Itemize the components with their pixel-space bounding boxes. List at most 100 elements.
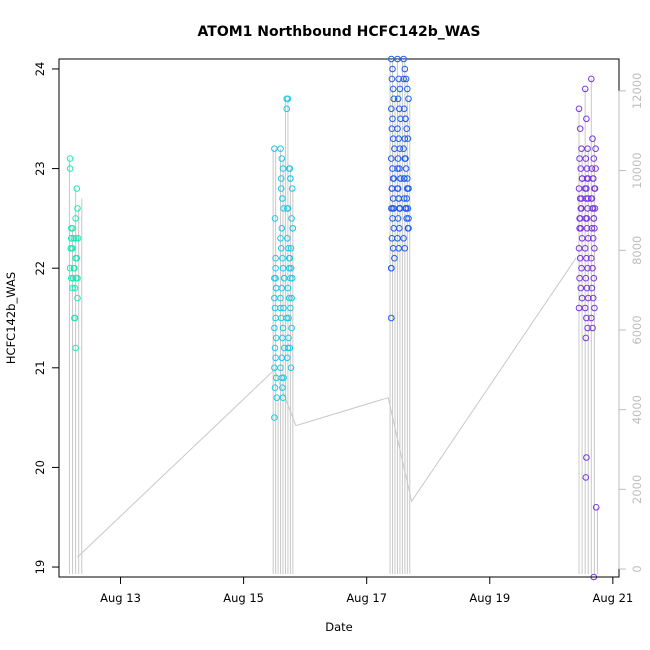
- y2-tick-label: 12000: [630, 73, 644, 110]
- data-point: [277, 245, 285, 252]
- data-point: [578, 175, 586, 182]
- data-point: [279, 384, 286, 392]
- data-point: [577, 205, 585, 212]
- data-point: [66, 165, 74, 172]
- data-point: [395, 75, 403, 83]
- data-point: [400, 55, 407, 63]
- data-point: [272, 274, 279, 282]
- data-point: [575, 105, 583, 113]
- data-point: [583, 284, 591, 292]
- data-point: [278, 374, 286, 382]
- data-point: [279, 165, 287, 172]
- data-point: [73, 185, 81, 192]
- data-point: [278, 155, 286, 162]
- data-point: [271, 414, 278, 421]
- data-point: [74, 235, 82, 242]
- data-point: [279, 264, 287, 272]
- data-point: [391, 254, 398, 262]
- data-point: [286, 344, 294, 352]
- data-point: [390, 95, 398, 103]
- x-tick-label: Aug 15: [223, 591, 264, 605]
- data-point: [396, 105, 403, 113]
- data-point: [405, 215, 412, 222]
- data-point: [388, 55, 395, 63]
- data-point: [68, 235, 75, 242]
- data-point: [583, 185, 590, 192]
- data-point: [271, 324, 278, 332]
- data-point: [280, 304, 287, 312]
- data-point: [278, 354, 286, 362]
- data-point: [582, 474, 590, 481]
- data-point: [578, 145, 585, 152]
- data-point: [271, 294, 278, 302]
- data-point: [389, 85, 397, 93]
- data-point: [277, 304, 284, 312]
- data-point: [402, 205, 410, 212]
- data-point: [71, 314, 79, 322]
- data-point: [589, 294, 597, 302]
- x-axis: Aug 13 Aug 15 Aug 17 Aug 19 Aug 21: [100, 576, 633, 605]
- data-point: [71, 284, 79, 292]
- data-point: [279, 324, 287, 332]
- data-point: [74, 294, 81, 302]
- data-point: [577, 165, 585, 172]
- data-point: [73, 254, 81, 262]
- data-point: [583, 314, 590, 322]
- data-point: [400, 195, 408, 202]
- x-tick-label: Aug 19: [469, 591, 510, 605]
- data-point: [589, 264, 596, 272]
- data-point: [388, 264, 395, 272]
- data-point: [70, 264, 78, 272]
- data-point: [592, 504, 600, 511]
- data-point: [397, 115, 404, 123]
- data-point: [286, 165, 294, 172]
- data-point: [277, 145, 284, 152]
- data-point: [592, 165, 599, 172]
- data-point: [277, 235, 284, 242]
- data-point: [389, 175, 397, 182]
- data-point: [400, 145, 407, 152]
- data-point: [389, 115, 396, 123]
- data-point: [591, 205, 599, 212]
- data-point: [403, 215, 411, 222]
- data-point: [404, 85, 411, 93]
- y-tick-label: 19: [33, 560, 47, 575]
- data-point: [583, 175, 591, 182]
- data-point: [590, 274, 598, 282]
- data-point: [396, 165, 403, 172]
- data-point: [583, 215, 591, 222]
- data-point: [581, 85, 589, 93]
- data-point: [576, 125, 584, 132]
- data-point: [280, 205, 287, 212]
- data-point: [405, 225, 412, 232]
- data-point: [280, 274, 288, 282]
- y2-tick-label: 6000: [630, 315, 644, 344]
- data-point: [588, 165, 596, 172]
- data-point: [575, 185, 583, 192]
- data-point: [397, 175, 404, 182]
- data-point: [576, 155, 583, 162]
- data-points: [66, 55, 600, 581]
- data-point: [271, 384, 279, 392]
- data-point: [284, 95, 292, 103]
- series-1: [66, 155, 82, 352]
- data-point: [271, 344, 279, 352]
- data-point: [589, 205, 597, 212]
- series-2: [271, 95, 297, 421]
- data-point: [578, 235, 586, 242]
- data-point: [72, 235, 80, 242]
- data-point: [285, 294, 293, 302]
- data-point: [285, 245, 292, 252]
- data-point: [589, 175, 597, 182]
- chart-title: ATOM1 Northbound HCFC142b_WAS: [198, 24, 481, 40]
- data-point: [583, 254, 590, 262]
- data-point: [280, 374, 287, 382]
- data-point: [394, 165, 401, 172]
- data-point: [394, 125, 401, 132]
- data-point: [287, 364, 295, 372]
- y2-tick-label: 0: [630, 565, 644, 572]
- data-point: [582, 334, 590, 342]
- data-point: [588, 225, 596, 232]
- data-point: [396, 85, 404, 93]
- data-point: [284, 205, 291, 212]
